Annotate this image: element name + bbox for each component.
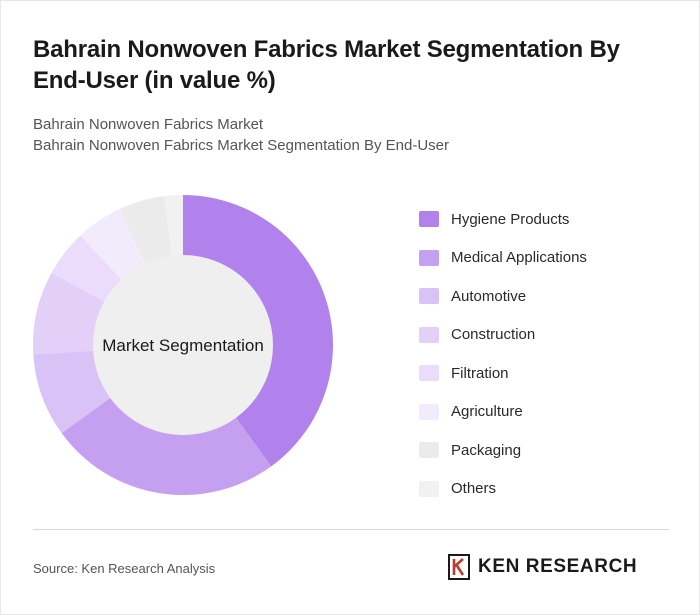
legend-swatch (419, 365, 439, 382)
legend-item: Agriculture (419, 393, 587, 432)
legend-item: Packaging (419, 431, 587, 470)
legend-swatch (419, 249, 439, 266)
legend-swatch (419, 403, 439, 420)
source-note: Source: Ken Research Analysis (33, 561, 216, 576)
legend-item: Others (419, 470, 587, 509)
legend-item: Filtration (419, 354, 587, 393)
donut-chart: Market Segmentation (33, 195, 333, 495)
subtitle-line-2: Bahrain Nonwoven Fabrics Market Segmenta… (33, 137, 450, 154)
legend-label: Packaging (451, 441, 522, 459)
legend-swatch (419, 326, 439, 343)
legend-label: Automotive (451, 287, 527, 305)
chart-legend: Hygiene Products Medical Applications Auto… (419, 200, 587, 508)
legend-label: Medical Applications (451, 249, 587, 267)
donut-center (93, 255, 273, 435)
center-label: Market Segmentation (102, 336, 264, 355)
legend-item: Medical Applications (419, 239, 587, 278)
chart-title: Bahrain Nonwoven Fabrics Market Segmenta… (33, 36, 620, 94)
legend-swatch (419, 480, 439, 497)
legend-swatch (419, 442, 439, 459)
legend-item: Construction (419, 316, 587, 355)
legend-label: Others (451, 480, 497, 498)
chart-subtitle: Bahrain Nonwoven Fabrics Market Bahrain … (33, 114, 449, 156)
ken-research-logo: KEN RESEARCH (448, 554, 637, 580)
ken-research-logo-icon (448, 554, 470, 580)
subtitle-line-1: Bahrain Nonwoven Fabrics Market (33, 116, 264, 133)
legend-item: Automotive (419, 277, 587, 316)
legend-label: Agriculture (451, 403, 523, 421)
ken-research-logo-text: KEN RESEARCH (478, 556, 638, 577)
legend-label: Filtration (451, 364, 509, 382)
legend-swatch (419, 288, 439, 305)
legend-label: Hygiene Products (451, 210, 570, 228)
legend-item: Hygiene Products (419, 200, 587, 239)
legend-swatch (419, 211, 439, 228)
legend-label: Construction (451, 326, 536, 344)
footer-divider (33, 529, 669, 530)
